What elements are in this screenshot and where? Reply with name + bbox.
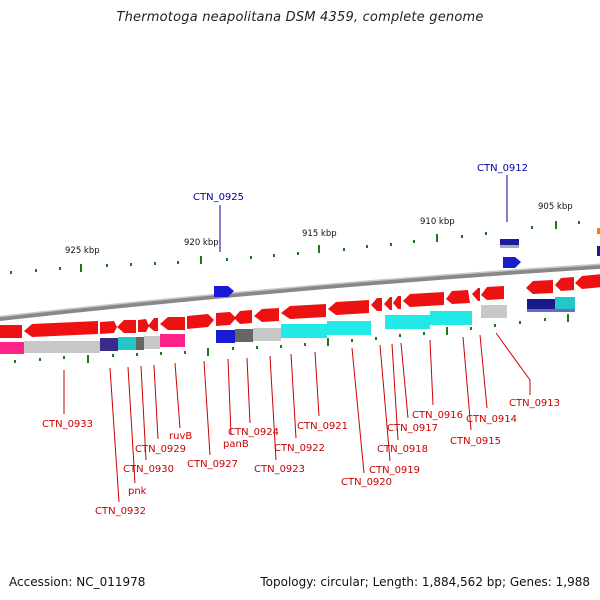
scale-label-925: 925 kbp [65,246,100,256]
scale-label-915: 915 kbp [302,229,337,239]
gene-label-ctn0925: CTN_0925 [193,192,244,203]
label-leader-lines [63,175,531,503]
gene-label-ruvb: ruvB [169,431,192,442]
gene-label-ctn0920: CTN_0920 [341,477,392,488]
gene-label-ctn0929: CTN_0929 [135,444,186,455]
gene-label-ctn0921: CTN_0921 [297,421,348,432]
scale-ticks [10,221,580,363]
gene-label-ctn0916: CTN_0916 [412,410,463,421]
cog-category-bands [0,297,575,354]
scale-label-905: 905 kbp [538,202,573,212]
scale-label-920: 920 kbp [184,238,219,248]
gene-label-panb: panB [223,439,249,450]
gene-label-ctn0919: CTN_0919 [369,465,420,476]
gene-label-ctn0922: CTN_0922 [274,443,325,454]
gene-label-ctn0918: CTN_0918 [377,444,428,455]
gene-label-ctn0932: CTN_0932 [95,506,146,517]
gene-label-ctn0914: CTN_0914 [466,414,517,425]
gene-label-ctn0915: CTN_0915 [450,436,501,447]
gene-feature [500,239,519,248]
gene-label-ctn0924: CTN_0924 [228,427,279,438]
map-title: Thermotoga neapolitana DSM 4359, complet… [116,10,484,25]
gene-label-ctn0923: CTN_0923 [254,464,305,475]
gene-feature [214,286,234,297]
genome-backbone [0,263,600,321]
gene-label-ctn0912: CTN_0912 [477,163,528,174]
gene-label-ctn0930: CTN_0930 [123,464,174,475]
gene-feature [503,257,521,268]
reverse-strand-genes [214,228,600,297]
gene-label-ctn0933: CTN_0933 [42,419,93,430]
gene-label-ctn0927: CTN_0927 [187,459,238,470]
gene-label-ctn0913: CTN_0913 [509,398,560,409]
accession-text: Accession: NC_011978 [9,575,146,589]
scale-label-910: 910 kbp [420,217,455,227]
scale-labels: 925 kbp 920 kbp 915 kbp 910 kbp 905 kbp [65,202,573,256]
topology-summary: Topology: circular; Length: 1,884,562 bp… [260,575,590,589]
gene-label-pnk: pnk [128,486,147,497]
forward-strand-genes [0,274,600,338]
gene-label-ctn0917: CTN_0917 [387,423,438,434]
gene-labels: CTN_0925 CTN_0912 CTN_0933 CTN_0932 pnk … [42,163,560,517]
